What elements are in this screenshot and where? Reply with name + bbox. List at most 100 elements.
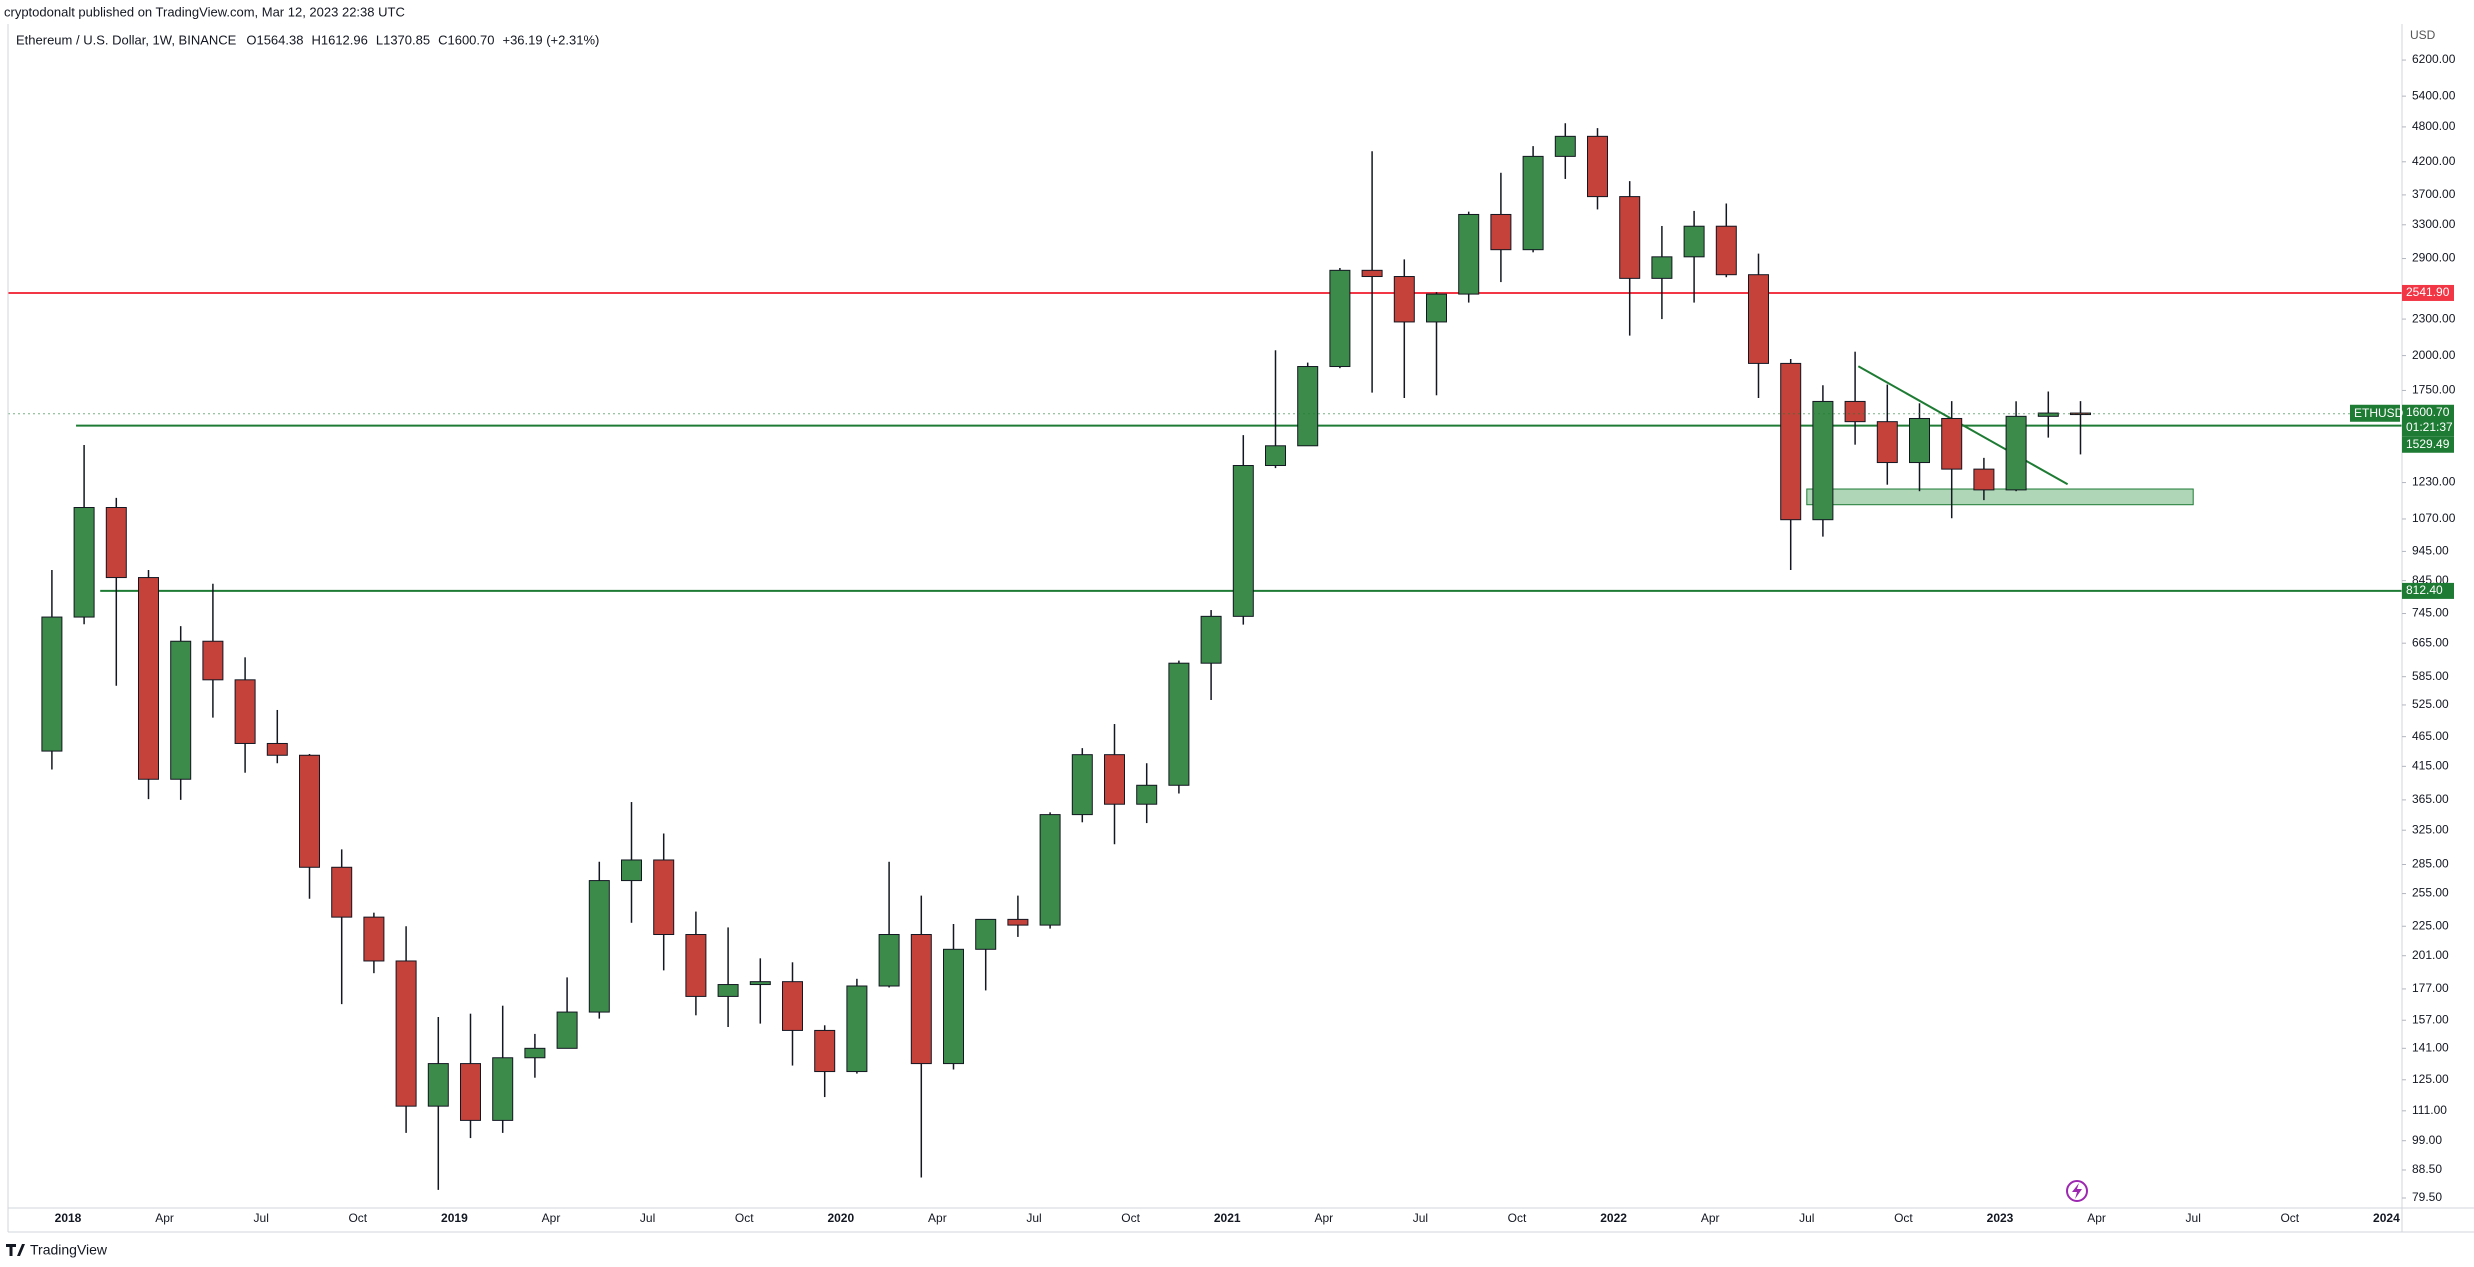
x-tick-label: Apr bbox=[2087, 1211, 2106, 1225]
brand-logo: TradingView bbox=[6, 1242, 108, 1258]
x-tick-label: 2018 bbox=[55, 1211, 82, 1225]
candle-body bbox=[556, 1011, 578, 1049]
candle-body bbox=[685, 934, 707, 997]
x-axis: 2018 Apr Jul Oct 2019 Apr Jul Oct 2020 Apr Jul Oct 2… bbox=[55, 1211, 2400, 1225]
x-tick-label: 2020 bbox=[827, 1211, 854, 1225]
price-axis bbox=[2402, 24, 2474, 1232]
plot-area bbox=[8, 123, 2402, 1190]
y-tick-label: 365.00 bbox=[2412, 792, 2449, 806]
y-tick-label: 415.00 bbox=[2412, 759, 2449, 773]
y-tick-label: 745.00 bbox=[2412, 606, 2449, 620]
candle-body bbox=[266, 742, 288, 756]
brand: TradingView bbox=[30, 1242, 108, 1258]
candle-body bbox=[363, 916, 385, 962]
candle-body bbox=[1039, 814, 1061, 926]
candle-body bbox=[202, 640, 224, 681]
last-price: 1600.70 bbox=[2406, 405, 2450, 419]
x-tick-label: 2019 bbox=[441, 1211, 468, 1225]
trendline bbox=[1857, 365, 2069, 486]
candle-body bbox=[1844, 400, 1866, 423]
candle-body bbox=[41, 616, 63, 752]
candle-body bbox=[621, 859, 642, 882]
y-tick-label: 585.00 bbox=[2412, 669, 2449, 683]
candle-body bbox=[1683, 225, 1705, 258]
x-tick-label: Apr bbox=[1701, 1211, 1720, 1225]
legend-value: O1564.38 bbox=[246, 32, 303, 47]
y-tick-label: 2300.00 bbox=[2412, 311, 2456, 325]
candle-body bbox=[717, 984, 739, 997]
y-tick-label: 285.00 bbox=[2412, 857, 2449, 871]
publish-note: cryptodonalt published on TradingView.co… bbox=[4, 4, 405, 19]
candle-body bbox=[492, 1057, 514, 1121]
y-tick-label: 2000.00 bbox=[2412, 348, 2456, 362]
y-tick-label: 177.00 bbox=[2412, 981, 2449, 995]
legend-value: L1370.85 bbox=[376, 32, 430, 47]
candle-body bbox=[2005, 415, 2027, 491]
y-tick-label: 3700.00 bbox=[2412, 187, 2456, 201]
y-tick-label: 1230.00 bbox=[2412, 475, 2456, 489]
candle-body bbox=[588, 880, 610, 1013]
candle-body bbox=[1554, 135, 1576, 157]
candle-body bbox=[975, 918, 997, 950]
candle-body bbox=[1748, 274, 1769, 364]
candle-body bbox=[1007, 918, 1029, 926]
x-tick-label: Jul bbox=[2186, 1211, 2201, 1225]
candle-body bbox=[460, 1063, 481, 1121]
x-tick-label: Oct bbox=[1894, 1211, 1913, 1225]
y-tick-label: 225.00 bbox=[2412, 918, 2449, 932]
y-tick-label: 157.00 bbox=[2412, 1012, 2449, 1026]
level-label-box bbox=[2402, 436, 2454, 453]
x-tick-label: Oct bbox=[1121, 1211, 1140, 1225]
candle-body bbox=[299, 754, 320, 868]
y-tick-label: 465.00 bbox=[2412, 729, 2449, 743]
candle-body bbox=[1168, 662, 1190, 786]
y-tick-label: 125.00 bbox=[2412, 1072, 2449, 1086]
level-label: 812.40 bbox=[2406, 583, 2443, 597]
candle-body bbox=[1265, 445, 1286, 467]
candle-body bbox=[138, 577, 159, 780]
y-tick-label: 255.00 bbox=[2412, 886, 2449, 900]
countdown: 01:21:37 bbox=[2406, 420, 2453, 434]
candle-body bbox=[1941, 417, 1963, 470]
support-zone bbox=[1806, 488, 2194, 506]
legend-value: C1600.70 bbox=[438, 32, 494, 47]
y-tick-label: 4200.00 bbox=[2412, 154, 2456, 168]
x-tick-label: Jul bbox=[1799, 1211, 1814, 1225]
y-tick-label: 99.00 bbox=[2412, 1133, 2442, 1147]
y-tick-label: 111.00 bbox=[2412, 1103, 2447, 1117]
y-tick-label: 945.00 bbox=[2412, 544, 2449, 558]
candle-body bbox=[1876, 421, 1898, 464]
y-tick-label: 1750.00 bbox=[2412, 383, 2456, 397]
y-tick-label: 2900.00 bbox=[2412, 251, 2456, 265]
x-tick-label: Oct bbox=[1508, 1211, 1527, 1225]
x-tick-label: Oct bbox=[348, 1211, 367, 1225]
candle-body bbox=[1458, 213, 1480, 295]
candle-body bbox=[1136, 784, 1158, 805]
x-tick-label: 2024 bbox=[2373, 1211, 2400, 1225]
symbol: ETHUSD bbox=[2354, 406, 2404, 420]
y-tick-label: 325.00 bbox=[2412, 822, 2449, 836]
candle-body bbox=[1909, 417, 1930, 464]
candle-body bbox=[1812, 400, 1834, 521]
candle-body bbox=[1651, 256, 1673, 279]
candle-body bbox=[1393, 276, 1415, 323]
candle-body bbox=[878, 934, 900, 987]
candle-body bbox=[1232, 465, 1254, 617]
candle-body bbox=[749, 981, 771, 986]
candle-body bbox=[1587, 135, 1608, 198]
candle-body bbox=[73, 507, 95, 618]
y-tick-label: 141.00 bbox=[2412, 1040, 2449, 1054]
candle-body bbox=[1522, 155, 1544, 251]
candle-body bbox=[1329, 269, 1351, 368]
level-label-box bbox=[2402, 582, 2454, 599]
candle-body bbox=[910, 934, 932, 1065]
y-tick-label: 79.50 bbox=[2412, 1190, 2442, 1204]
level-label: 2541.90 bbox=[2406, 285, 2450, 299]
y-tick-label: 1070.00 bbox=[2412, 511, 2456, 525]
x-tick-label: Oct bbox=[735, 1211, 754, 1225]
x-tick-label: 2023 bbox=[1987, 1211, 2014, 1225]
y-axis: 6200.00 5400.00 4800.00 4200.00 3700.00 3300.… bbox=[2402, 52, 2456, 1204]
last-price-box bbox=[2402, 404, 2454, 437]
